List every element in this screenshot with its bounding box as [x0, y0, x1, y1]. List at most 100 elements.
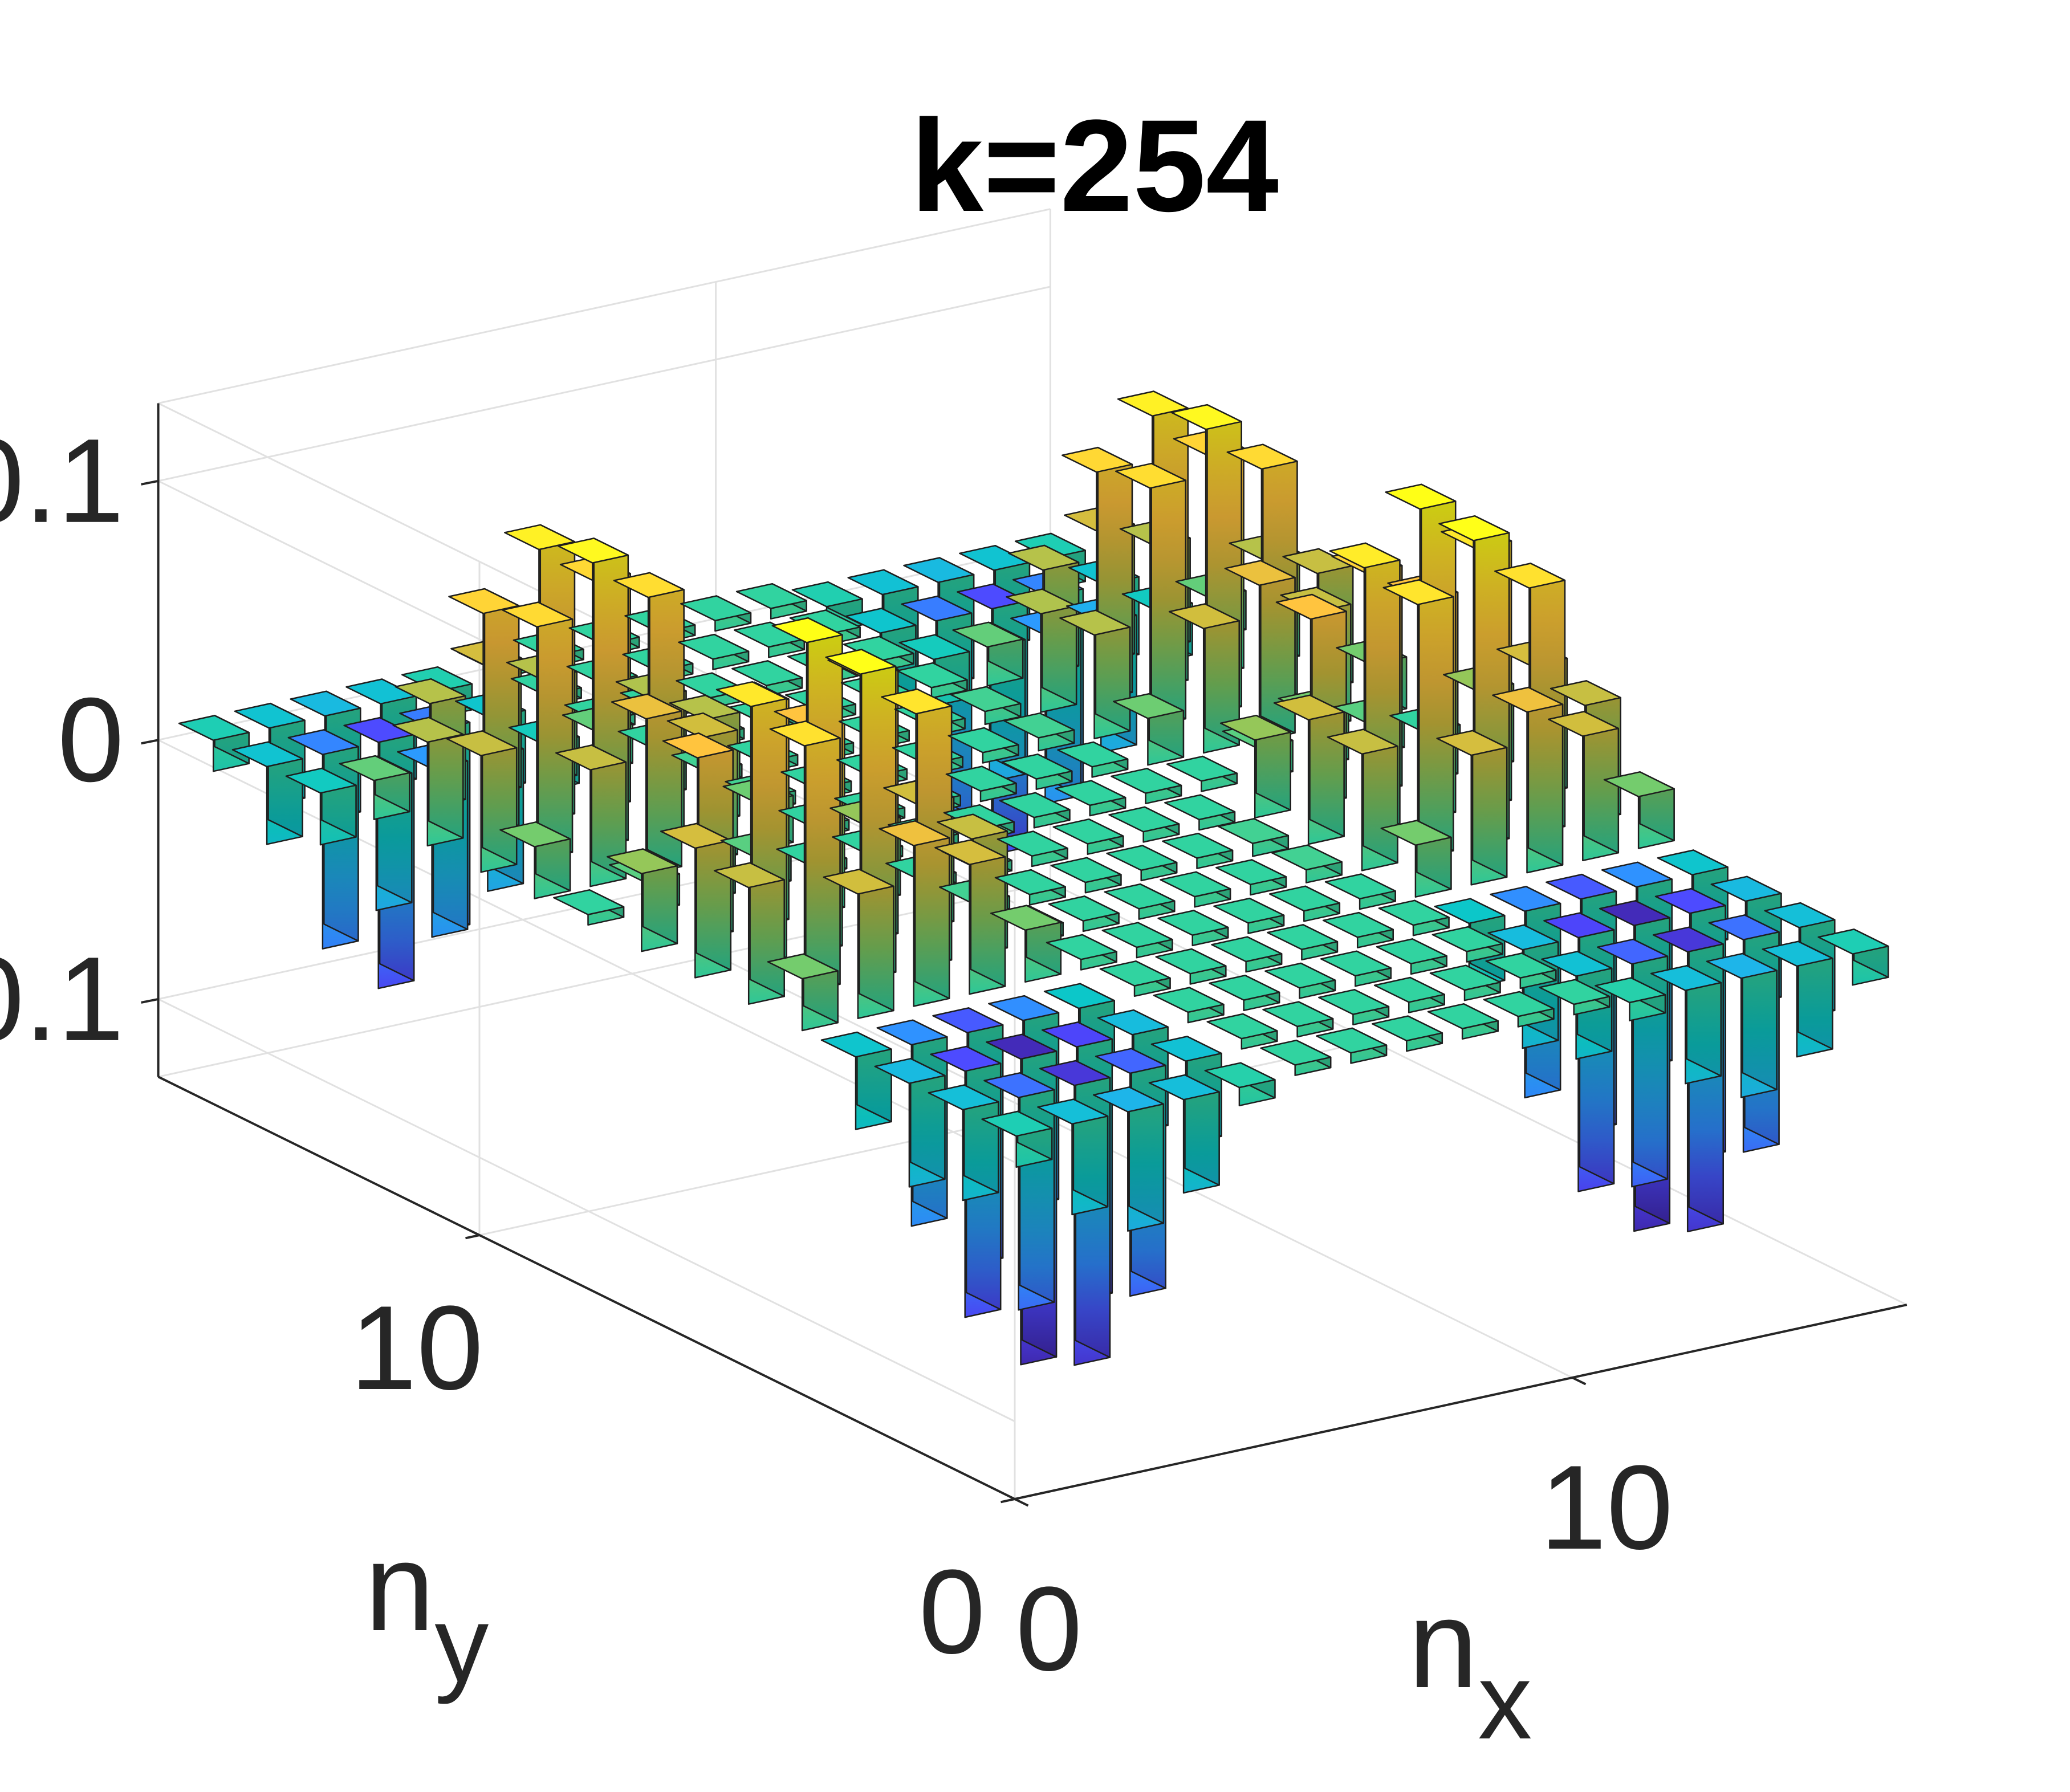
bar-top-face	[1006, 588, 1077, 615]
bar	[874, 1058, 946, 1188]
bar-top-face	[945, 765, 1017, 792]
bar-top-face	[1150, 1036, 1222, 1062]
bar	[1001, 754, 1073, 791]
bar-top-face	[1008, 544, 1080, 571]
bar	[934, 839, 1006, 995]
x-tick-mark	[1014, 1498, 1029, 1507]
z-tick-label: 0.1	[0, 414, 124, 548]
z-tick-mark	[141, 479, 158, 486]
bar	[1113, 693, 1185, 766]
bar-top-face	[285, 767, 357, 794]
bar	[1320, 950, 1392, 987]
bar-top-face	[731, 660, 803, 686]
grid-line	[158, 286, 1051, 482]
bar-top-face	[231, 741, 303, 768]
bar-top-face	[1385, 483, 1457, 510]
bar-top-face	[881, 688, 953, 715]
bar-top-face	[678, 633, 750, 660]
bar	[769, 720, 841, 993]
bar	[1376, 938, 1447, 975]
bar-top-face	[847, 569, 919, 596]
bar	[1436, 730, 1508, 886]
bar-top-face	[715, 681, 787, 707]
bar-top-face	[446, 730, 518, 756]
bar-top-face	[1650, 965, 1722, 991]
bar-top-face	[611, 693, 682, 720]
bar-top-face	[1170, 404, 1242, 430]
bar-top-face	[1057, 741, 1129, 768]
bar	[502, 601, 574, 861]
bar-top-face	[1376, 938, 1447, 964]
bar-top-face	[930, 1045, 1002, 1072]
bar	[446, 730, 518, 873]
bar	[555, 744, 627, 887]
bar-top-face	[1260, 1039, 1332, 1066]
bar-top-face	[345, 678, 417, 705]
y-tick-label: 10	[350, 1281, 483, 1415]
grid-line	[158, 208, 1051, 404]
bar	[1046, 934, 1117, 971]
bar	[1595, 977, 1666, 1021]
bar-top-face	[1282, 548, 1354, 575]
bar-top-face	[1050, 857, 1122, 883]
bar-top-face	[1657, 849, 1729, 876]
bar	[997, 830, 1068, 868]
bar-top-face	[767, 953, 839, 980]
bar-top-face	[287, 729, 359, 755]
bar	[1204, 1062, 1276, 1107]
z-tick-mark	[141, 739, 158, 745]
bar-top-face	[290, 690, 361, 717]
bar-top-face	[735, 583, 807, 609]
bar-top-face	[1206, 1013, 1278, 1040]
bar	[392, 716, 464, 847]
bar	[990, 905, 1062, 983]
bar	[678, 633, 750, 670]
bar	[1492, 686, 1564, 874]
bar-top-face	[733, 621, 806, 648]
bar-top-face	[1037, 1098, 1109, 1125]
bar	[1048, 895, 1120, 932]
z-tick-label: -0.1	[0, 932, 124, 1066]
bar	[1539, 979, 1611, 1016]
bar	[1378, 899, 1450, 936]
bar	[1106, 845, 1178, 882]
bar	[1168, 603, 1240, 754]
bar-top-face	[896, 662, 968, 689]
bar	[499, 821, 571, 899]
bar-top-face	[791, 581, 863, 608]
bar-top-face	[1427, 1003, 1499, 1029]
bar	[1219, 714, 1291, 819]
z-tick-label: 0	[58, 673, 124, 807]
bar-top-face	[1001, 754, 1073, 780]
bar-top-face	[825, 649, 897, 675]
bar	[994, 869, 1066, 906]
bar-top-face	[1324, 873, 1396, 900]
bar	[607, 848, 678, 952]
bar-top-face	[1219, 714, 1291, 741]
bar	[1050, 857, 1122, 894]
bar-side-face	[805, 720, 841, 985]
bar-top-face	[1762, 940, 1833, 967]
bar-top-face	[1106, 845, 1178, 871]
bar-top-face	[234, 702, 306, 729]
y-axis-line	[157, 1076, 1015, 1500]
bar-top-face	[1162, 832, 1234, 859]
bar	[1268, 885, 1341, 922]
bar-top-face	[1550, 680, 1621, 706]
bar	[1262, 1001, 1334, 1038]
bar	[1650, 965, 1722, 1085]
bar	[1267, 924, 1339, 961]
bar-top-face	[1492, 686, 1564, 713]
bar-top-face	[1603, 771, 1675, 797]
bar	[1485, 952, 1557, 989]
bar	[1057, 741, 1129, 778]
bar-top-face	[557, 537, 629, 564]
bar	[1431, 926, 1503, 963]
bar-top-face	[1046, 934, 1117, 960]
bar-top-face	[1597, 938, 1669, 965]
bar-top-face	[395, 678, 466, 704]
bar	[1153, 987, 1225, 1024]
bar-top-face	[990, 905, 1062, 931]
bar-top-face	[937, 813, 1008, 840]
bar-top-face	[999, 792, 1071, 818]
